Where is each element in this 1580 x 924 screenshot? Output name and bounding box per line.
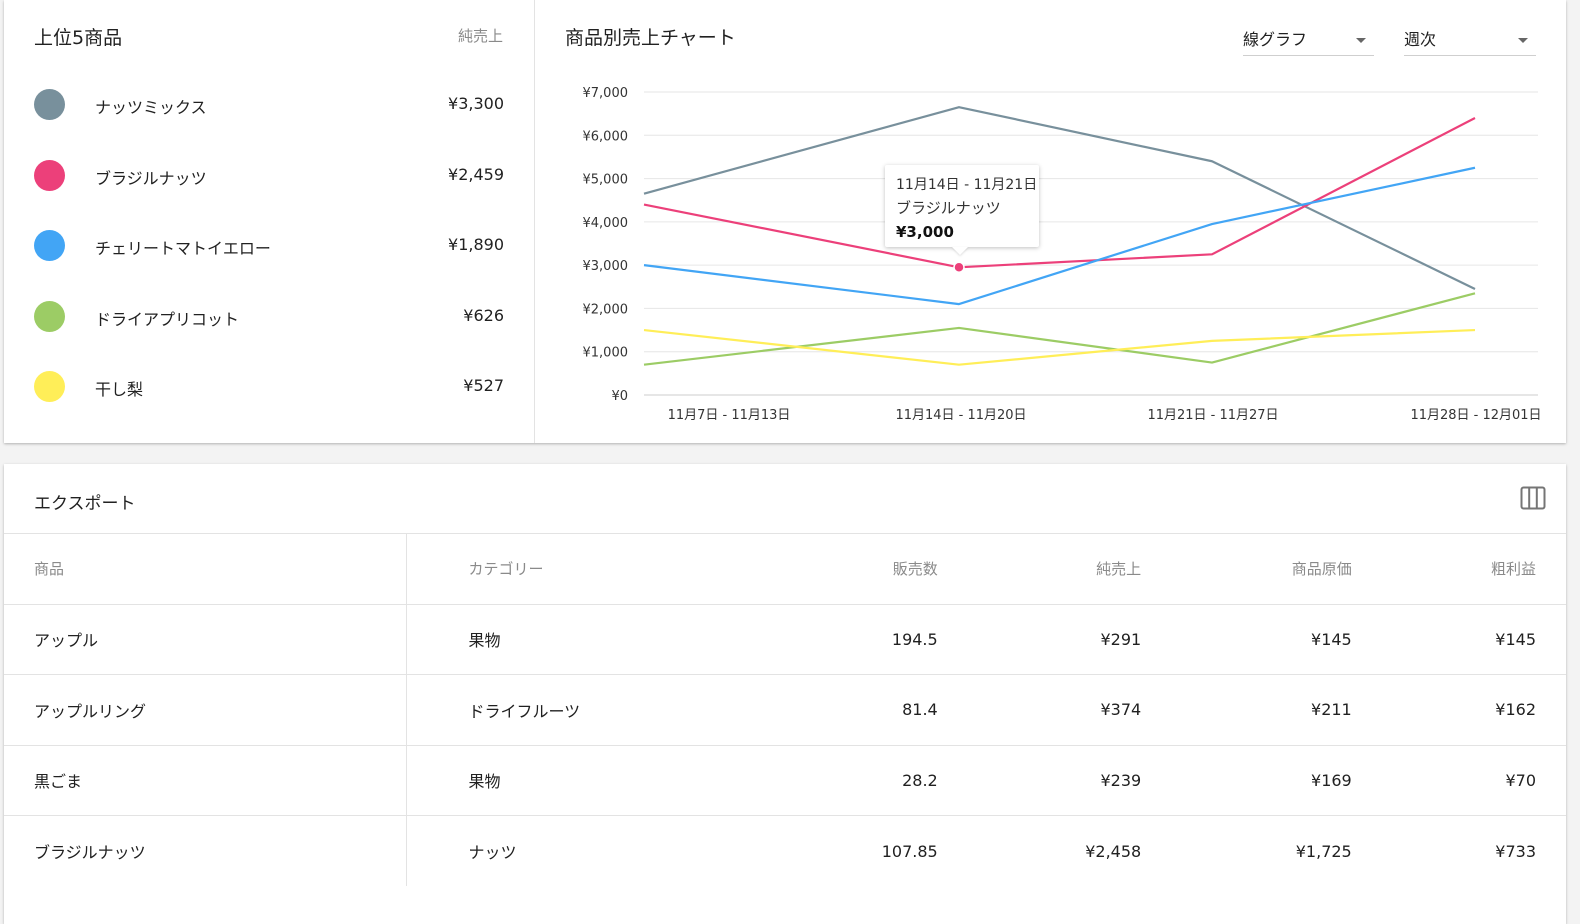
x-tick-label: 11月7日 - 11月13日 — [668, 408, 791, 423]
table-row[interactable]: アップル 果物 194.5 ¥291 ¥145 ¥145 — [4, 603, 1566, 675]
product-name: ナッツミックス — [95, 98, 207, 117]
legend-dot — [34, 160, 65, 191]
series-line — [643, 166, 1476, 306]
series-line — [643, 106, 1476, 290]
top-card: 上位5商品 純売上 ナッツミックス ¥3,300 ブラジルナッツ ¥2,459 … — [4, 0, 1566, 443]
tooltip-product: ブラジルナッツ — [896, 199, 1001, 217]
cell-product: アップルリング — [4, 674, 407, 745]
cell-category: ナッツ — [406, 815, 765, 886]
table-header-row: 商品 カテゴリー 販売数 純売上 商品原価 粗利益 — [4, 533, 1566, 604]
chevron-down-icon — [1518, 38, 1528, 43]
column-header-product[interactable]: 商品 — [4, 533, 407, 604]
cell-gross-profit: ¥733 — [1381, 815, 1566, 886]
tooltip-value: ¥3,000 — [896, 223, 954, 241]
y-tick-label: ¥6,000 — [583, 129, 629, 144]
column-header-quantity[interactable]: 販売数 — [764, 533, 968, 604]
cell-cost: ¥145 — [1171, 603, 1382, 675]
cell-cost: ¥1,725 — [1171, 815, 1382, 886]
cell-net-sales: ¥374 — [967, 674, 1172, 745]
cell-gross-profit: ¥145 — [1381, 603, 1566, 675]
cell-product: 黒ごま — [4, 744, 407, 816]
export-title: エクスポート — [34, 494, 136, 514]
series-line — [643, 116, 1476, 269]
table-row[interactable]: ブラジルナッツ ナッツ 107.85 ¥2,458 ¥1,725 ¥733 — [4, 815, 1566, 886]
cell-category: 果物 — [406, 603, 765, 675]
cell-quantity: 81.4 — [764, 674, 968, 745]
product-name: ブラジルナッツ — [95, 169, 207, 188]
y-tick-label: ¥3,000 — [583, 259, 629, 274]
chart-type-select[interactable]: 線グラフ — [1243, 22, 1374, 56]
column-header-category[interactable]: カテゴリー — [406, 533, 765, 604]
table-row[interactable]: アップルリング ドライフルーツ 81.4 ¥374 ¥211 ¥162 — [4, 674, 1566, 745]
cell-category: 果物 — [406, 744, 765, 816]
chevron-down-icon — [1356, 38, 1366, 43]
export-card: エクスポート 商品 カテゴリー 販売数 純売上 商品原価 粗利益 アップル 果物… — [4, 464, 1566, 924]
highlight-point — [953, 261, 965, 274]
view-columns-icon[interactable] — [1520, 486, 1546, 510]
line-chart[interactable]: ¥0 ¥1,000 ¥2,000 ¥3,000 ¥4,000 ¥5,000 ¥6,000 ¥7… — [536, 0, 1566, 443]
product-net-sales: ¥3,300 — [448, 94, 504, 113]
legend-dot — [34, 89, 65, 120]
product-net-sales: ¥527 — [463, 376, 504, 395]
cell-quantity: 194.5 — [764, 603, 968, 675]
top-product-row[interactable]: ナッツミックス ¥3,300 — [4, 84, 535, 124]
tooltip-range: 11月14日 - 11月21日 — [896, 177, 1038, 193]
column-header-gross-profit[interactable]: 粗利益 — [1381, 533, 1566, 604]
legend-dot — [34, 301, 65, 332]
cell-net-sales: ¥239 — [967, 744, 1172, 816]
y-tick-label: ¥4,000 — [583, 216, 629, 231]
x-tick-label: 11月28日 - 12月01日 — [1410, 408, 1541, 423]
cell-gross-profit: ¥70 — [1381, 744, 1566, 816]
chart-title: 商品別売上チャート — [565, 27, 736, 49]
legend-dot — [34, 371, 65, 402]
cell-product: アップル — [4, 603, 407, 675]
x-tick-label: 11月21日 - 11月27日 — [1147, 408, 1278, 423]
table-row[interactable]: 黒ごま 果物 28.2 ¥239 ¥169 ¥70 — [4, 744, 1566, 816]
top-products-panel: 上位5商品 純売上 ナッツミックス ¥3,300 ブラジルナッツ ¥2,459 … — [4, 0, 535, 443]
chart-type-value: 線グラフ — [1243, 30, 1308, 49]
column-header-cost[interactable]: 商品原価 — [1171, 533, 1382, 604]
period-select[interactable]: 週次 — [1404, 22, 1536, 56]
product-net-sales: ¥1,890 — [448, 235, 504, 254]
column-header-net-sales[interactable]: 純売上 — [967, 533, 1172, 604]
cell-net-sales: ¥2,458 — [967, 815, 1172, 886]
product-name: ドライアプリコット — [95, 310, 240, 329]
product-net-sales: ¥2,459 — [448, 165, 504, 184]
top-product-row[interactable]: ブラジルナッツ ¥2,459 — [4, 155, 535, 195]
cell-category: ドライフルーツ — [406, 674, 765, 745]
cell-net-sales: ¥291 — [967, 603, 1172, 675]
y-tick-label: ¥5,000 — [583, 173, 629, 188]
export-table: 商品 カテゴリー 販売数 純売上 商品原価 粗利益 アップル 果物 194.5 … — [4, 533, 1566, 886]
cell-product: ブラジルナッツ — [4, 815, 407, 886]
cell-gross-profit: ¥162 — [1381, 674, 1566, 745]
top-products-title: 上位5商品 — [34, 27, 123, 49]
top-product-row[interactable]: チェリートマトイエロー ¥1,890 — [4, 225, 535, 265]
product-net-sales: ¥626 — [463, 306, 504, 325]
cell-quantity: 28.2 — [764, 744, 968, 816]
tooltip-arrow — [952, 247, 968, 255]
y-tick-label: ¥1,000 — [583, 346, 629, 361]
y-tick-label: ¥7,000 — [583, 86, 629, 101]
period-value: 週次 — [1404, 30, 1437, 49]
series-line — [643, 328, 1476, 366]
product-name: 干し梨 — [95, 380, 144, 399]
cell-cost: ¥211 — [1171, 674, 1382, 745]
cell-quantity: 107.85 — [764, 815, 968, 886]
top-product-row[interactable]: ドライアプリコット ¥626 — [4, 296, 535, 336]
net-sales-column-label: 純売上 — [457, 27, 503, 45]
series-line — [643, 292, 1476, 366]
cell-cost: ¥169 — [1171, 744, 1382, 816]
chart-tooltip: 11月14日 - 11月21日 ブラジルナッツ ¥3,000 — [885, 165, 1039, 255]
top-product-row[interactable]: 干し梨 ¥527 — [4, 366, 535, 406]
y-tick-label: ¥0 — [611, 389, 628, 404]
y-tick-label: ¥2,000 — [583, 302, 629, 317]
sales-chart-panel: 商品別売上チャート 線グラフ 週次 ¥0 ¥1,000 ¥2,000 ¥3,000 ¥4… — [536, 0, 1566, 443]
product-name: チェリートマトイエロー — [95, 239, 271, 258]
x-tick-label: 11月14日 - 11月20日 — [895, 408, 1026, 423]
legend-dot — [34, 230, 65, 261]
